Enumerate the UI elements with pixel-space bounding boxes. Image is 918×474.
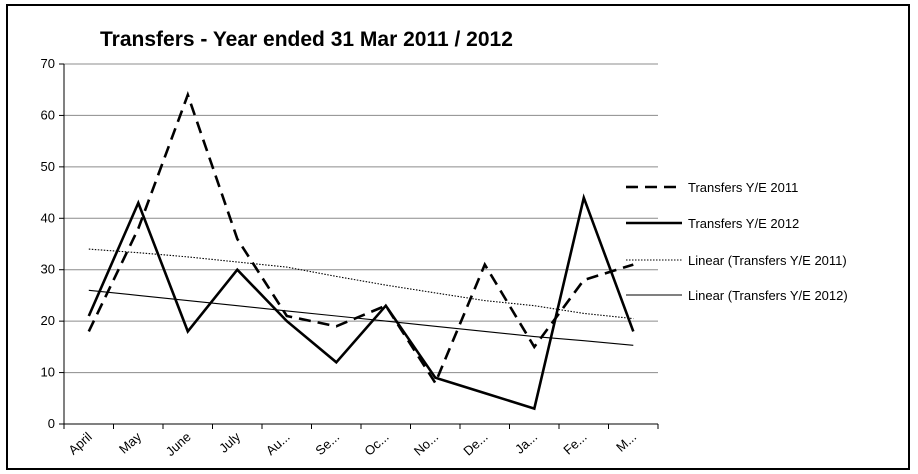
x-tick-label: No... xyxy=(411,429,441,459)
chart-title: Transfers - Year ended 31 Mar 2011 / 201… xyxy=(100,28,513,51)
x-tick-label: Au... xyxy=(263,429,293,458)
x-tick-label: De... xyxy=(460,429,490,459)
series-line-3 xyxy=(88,248,634,320)
y-tick-label: 30 xyxy=(41,262,55,277)
x-tick-label: Ja... xyxy=(512,429,540,457)
y-tick-label: 20 xyxy=(41,313,55,328)
y-tick-label: 40 xyxy=(41,210,55,225)
legend-label: Transfers Y/E 2011 xyxy=(688,180,798,195)
gridlines xyxy=(64,63,658,374)
series-line-1 xyxy=(87,91,634,386)
x-tick-label: May xyxy=(116,429,145,457)
y-tick-label: 70 xyxy=(41,56,55,71)
y-tick-label: 50 xyxy=(41,159,55,174)
legend-label: Linear (Transfers Y/E 2012) xyxy=(688,288,848,303)
x-tick-label: Oc... xyxy=(361,429,391,459)
line-chart: Transfers - Year ended 31 Mar 2011 / 201… xyxy=(41,28,848,459)
series-line-2 xyxy=(87,193,635,411)
y-tick-label: 10 xyxy=(41,365,55,380)
x-tick-label: April xyxy=(65,429,94,458)
legend-label: Transfers Y/E 2012 xyxy=(688,216,799,231)
x-tick-label: July xyxy=(216,429,244,456)
legend: Transfers Y/E 2011 Transfers Y/E 2012 Line… xyxy=(626,180,848,303)
series-lines xyxy=(87,91,635,411)
x-tick-label: Fe... xyxy=(560,429,589,458)
legend-label: Linear (Transfers Y/E 2011) xyxy=(688,253,847,268)
axes: 0 10 20 30 40 50 60 70 April May June July Au... Se..… xyxy=(41,56,659,459)
x-tick-label: M... xyxy=(613,429,639,455)
x-tick-label: June xyxy=(163,429,194,459)
y-tick-label: 60 xyxy=(41,107,55,122)
y-tick-label: 0 xyxy=(48,416,55,431)
x-tick-label: Se... xyxy=(312,429,342,458)
chart-frame: Transfers - Year ended 31 Mar 2011 / 201… xyxy=(6,4,910,470)
